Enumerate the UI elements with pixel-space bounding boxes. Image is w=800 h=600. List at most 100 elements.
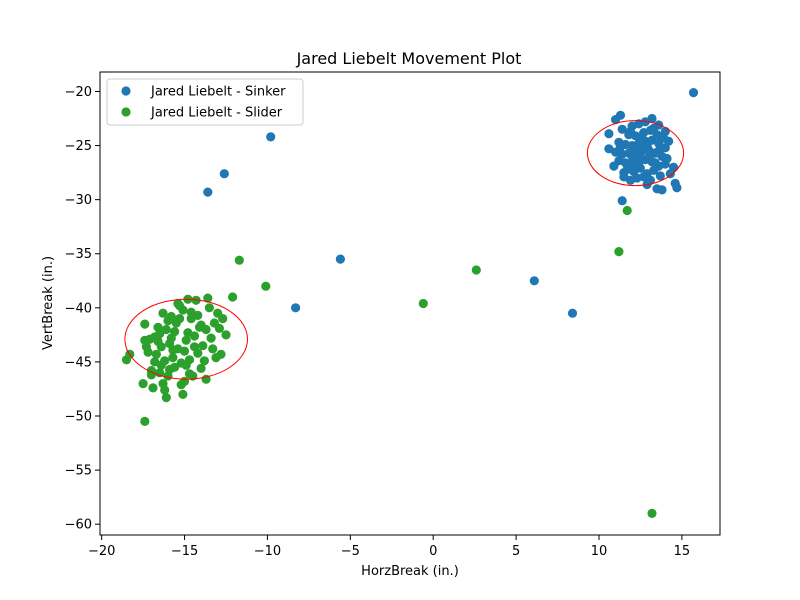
- slider-point: [184, 369, 195, 379]
- slider-point: [168, 345, 178, 355]
- slider-point: [179, 346, 190, 356]
- slider-point: [191, 295, 201, 305]
- sinker-point: [615, 142, 626, 152]
- plot-frame: [99, 71, 721, 536]
- legend-marker: [121, 86, 131, 96]
- sinker-point: [657, 185, 667, 195]
- slider-point: [140, 319, 150, 329]
- slider-point: [138, 379, 148, 389]
- y-axis-ticks: −20 −25 −30 −35 −40 −45 −50 −55 −60: [65, 85, 100, 533]
- sinker-point: [688, 88, 699, 98]
- sinker-point: [672, 183, 682, 193]
- sinker-point: [655, 144, 665, 154]
- x-tick-label: −20: [88, 544, 115, 559]
- sinker-point: [642, 141, 652, 151]
- sinker-point: [635, 153, 646, 164]
- y-tick-label: −40: [65, 301, 92, 316]
- slider-point: [140, 416, 150, 426]
- y-tick-label: −30: [65, 193, 92, 208]
- x-tick-label: 10: [591, 544, 608, 559]
- slider-point: [181, 360, 191, 370]
- sinker-point: [665, 169, 675, 179]
- slider-point: [121, 355, 132, 365]
- slider-point: [161, 324, 171, 335]
- slider-point: [175, 314, 185, 324]
- slider-point: [183, 328, 193, 338]
- x-tick-label: 15: [674, 544, 691, 559]
- slider-point: [622, 205, 632, 216]
- sinker-point: [266, 132, 276, 142]
- slider-point: [204, 303, 214, 313]
- legend-marker: [121, 107, 131, 117]
- slider-point: [196, 320, 206, 330]
- x-tick-label: −15: [171, 544, 198, 559]
- slider-point: [189, 342, 200, 352]
- slider-point: [178, 389, 188, 399]
- slider-point: [141, 342, 151, 352]
- sinker-point: [660, 159, 670, 169]
- slider-point: [193, 310, 203, 320]
- sinker-point: [625, 126, 636, 137]
- x-axis-label: HorzBreak (in.): [361, 564, 459, 579]
- slider-point: [181, 335, 191, 345]
- slider-point: [221, 330, 231, 340]
- slider-point: [153, 336, 163, 346]
- slider-point: [158, 379, 168, 389]
- cluster-ellipse-1: [586, 120, 685, 187]
- legend: Jared Liebelt - Sinker Jared Liebelt - Sl…: [106, 78, 304, 126]
- cluster-ellipse-2: [124, 298, 248, 380]
- slider-point: [234, 255, 244, 265]
- y-tick-label: −20: [65, 85, 92, 100]
- y-tick-label: −60: [65, 518, 92, 533]
- slider-point: [647, 508, 657, 518]
- sinker-point: [617, 124, 627, 134]
- legend-box: [106, 78, 304, 126]
- slider-point: [148, 383, 158, 393]
- slider-point: [176, 380, 186, 390]
- sinker-point: [645, 175, 656, 185]
- slider-point: [158, 308, 168, 318]
- sinker-point: [649, 165, 659, 175]
- slider-point: [173, 298, 183, 309]
- x-tick-label: −5: [341, 544, 360, 559]
- slider-point: [168, 353, 178, 363]
- slider-point: [166, 333, 176, 343]
- x-tick-label: 5: [512, 544, 520, 559]
- x-axis-ticks: −20 −15 −10 −5 0 5 10 15: [88, 535, 690, 559]
- chart-title: Jared Liebelt Movement Plot: [296, 49, 522, 68]
- y-tick-label: −45: [65, 355, 92, 370]
- slider-point: [155, 329, 165, 339]
- sinker-point: [630, 143, 641, 153]
- sinker-point: [567, 308, 578, 318]
- slider-point: [161, 393, 171, 403]
- sinker-point: [203, 187, 213, 197]
- slider-point: [206, 333, 216, 343]
- sinker-point: [649, 123, 659, 133]
- sinker-point: [655, 171, 665, 181]
- sinker-point: [644, 152, 654, 163]
- sinker-point: [335, 254, 345, 264]
- sinker-point: [627, 151, 637, 161]
- slider-point: [199, 356, 209, 366]
- y-tick-label: −50: [65, 410, 92, 425]
- x-tick-label: 0: [429, 544, 437, 559]
- x-tick-label: −10: [254, 544, 281, 559]
- slider-point: [216, 349, 226, 359]
- slider-point: [209, 318, 219, 328]
- legend-label: Jared Liebelt - Slider: [150, 106, 283, 121]
- sinker-point: [604, 129, 614, 139]
- slider-point: [178, 305, 188, 315]
- slider-point: [198, 341, 208, 351]
- slider-point: [145, 334, 155, 344]
- slider-point: [228, 292, 238, 302]
- slider-point: [614, 247, 624, 257]
- y-tick-label: −35: [65, 247, 92, 262]
- sinker-point: [640, 117, 651, 127]
- slider-point: [208, 344, 218, 354]
- sinker-point: [617, 196, 627, 206]
- legend-label: Jared Liebelt - Sinker: [150, 85, 286, 100]
- slider-point: [151, 349, 161, 359]
- sinker-point: [291, 303, 301, 313]
- sinker-point: [615, 110, 626, 120]
